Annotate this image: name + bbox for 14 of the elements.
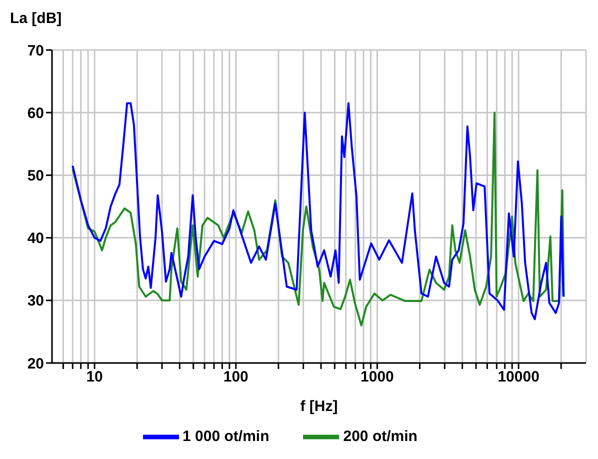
legend-label: 1 000 ot/min [182, 428, 270, 445]
y-tick-label: 20 [27, 355, 44, 372]
y-tick-label: 30 [27, 292, 44, 310]
y-tick-label: 40 [27, 230, 44, 248]
x-tick-label: 10 [86, 368, 103, 386]
y-axis-title: La [dB] [10, 10, 62, 27]
x-tick-label: 100 [223, 368, 248, 386]
x-tick-label: 1000 [360, 368, 394, 386]
y-tick-label: 50 [27, 168, 44, 185]
y-tick-label: 60 [27, 104, 44, 122]
legend-label: 200 ot/min [343, 428, 418, 445]
y-tick-label: 70 [27, 42, 44, 60]
x-tick-label: 10000 [498, 368, 540, 386]
x-axis-title: f [Hz] [300, 398, 338, 415]
